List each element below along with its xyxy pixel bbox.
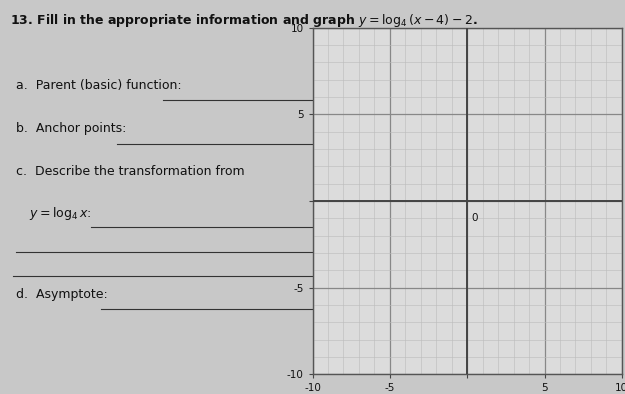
Text: 13. Fill in the appropriate information and graph $y = \log_4(x - 4) - 2$.: 13. Fill in the appropriate information … (10, 12, 478, 29)
Text: 0: 0 (472, 213, 478, 223)
Text: $y = \log_4 x$:: $y = \log_4 x$: (29, 205, 92, 222)
Text: b.  Anchor points:: b. Anchor points: (16, 122, 127, 135)
Text: d.  Asymptote:: d. Asymptote: (16, 288, 108, 301)
Text: c.  Describe the transformation from: c. Describe the transformation from (16, 165, 245, 178)
Text: a.  Parent (basic) function:: a. Parent (basic) function: (16, 79, 182, 92)
